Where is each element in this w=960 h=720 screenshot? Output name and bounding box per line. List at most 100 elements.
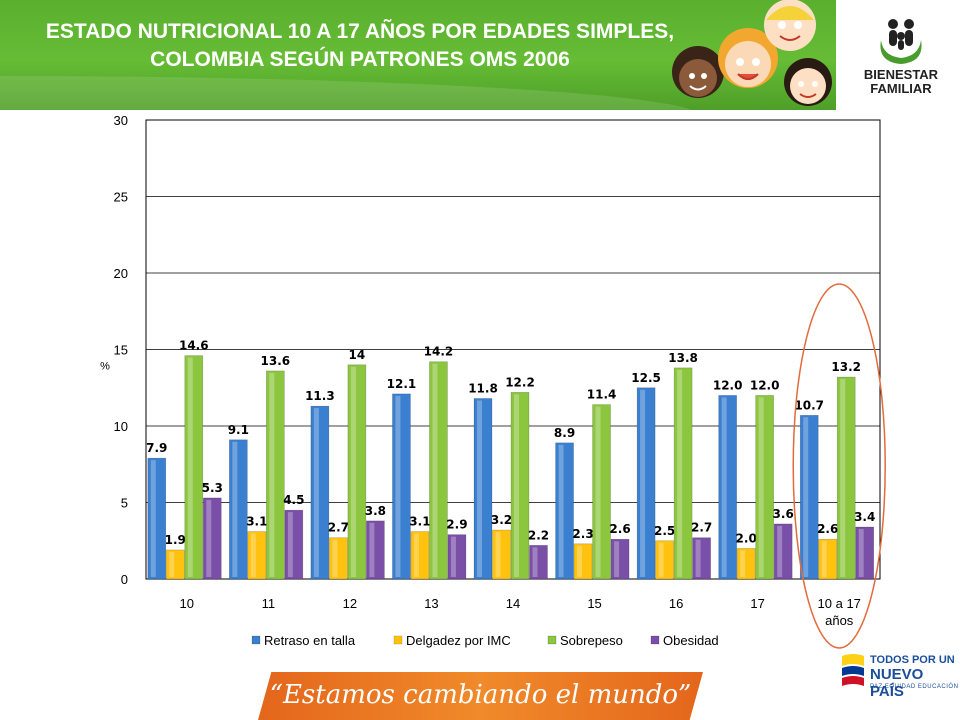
bar-shine [658,542,664,577]
bar-chart: 0 5 10 15 20 25 30% 7.9 1.9 14.6 5.3 10 9.1 3.1 13.6 4.… [100,113,886,649]
bar-shine [413,533,419,577]
data-label: 4.5 [283,493,304,507]
bar [202,497,222,580]
data-label: 14.2 [424,345,454,359]
bar [773,523,793,580]
highlight-ellipse [792,283,886,649]
bienestar-familiar-logo: BIENESTAR FAMILIAR [836,0,960,115]
bar [855,526,875,580]
bar [266,370,285,580]
data-label: 11.8 [468,381,498,395]
data-label: 12.0 [750,378,780,392]
data-label: 1.9 [165,533,186,547]
data-label: 2.7 [691,521,712,535]
bar [755,395,774,580]
y-tick-label: 15 [114,343,128,358]
bar [799,414,819,580]
y-tick-label: 10 [114,419,128,434]
bar [184,355,204,580]
page-title: ESTADO NUTRICIONAL 10 A 17 AÑOS POR EDAD… [0,18,720,74]
bar [447,534,467,580]
data-label: 2.6 [817,522,838,536]
data-label: 12.1 [387,377,417,391]
x-tick-label: años [825,613,854,628]
legend-swatch [251,635,261,645]
bar-shine [614,541,620,577]
legend-label: Retraso en talla [264,633,356,648]
bar-shine [821,541,827,577]
bar [555,442,574,580]
family-icon [880,19,922,64]
bar-shine [187,357,193,577]
x-tick-label: 16 [669,596,683,611]
logo-line-1: BIENESTAR [863,67,939,82]
todos-por-un-nuevo-pais-logo: TODOS POR UN NUEVO PAÍS PAZ EQUIDAD EDUC… [836,646,960,700]
data-label: 2.3 [572,527,593,541]
data-label: 8.9 [554,426,575,440]
header-banner: ESTADO NUTRICIONAL 10 A 17 AÑOS POR EDAD… [0,0,960,116]
data-label: 10.7 [794,398,824,412]
y-tick-label: 20 [114,266,128,281]
bar-shine [777,525,783,577]
bar [147,457,167,580]
bar-shine [740,550,746,577]
data-label: 2.7 [328,521,349,535]
data-label: 14.6 [179,339,209,353]
data-label: 2.0 [736,531,757,545]
x-tick-label: 15 [587,596,601,611]
data-label: 14 [349,348,366,362]
bar [818,538,838,580]
bar-shine [558,444,564,577]
bar-shine [206,499,212,577]
data-label: 3.1 [246,515,267,529]
bar-shine [313,408,319,577]
data-label: 3.4 [854,510,875,524]
brand-line-1: TODOS POR UN [870,654,955,666]
data-label: 3.2 [491,513,512,527]
bar-shine [232,441,238,577]
colombia-flag-icon [842,654,864,686]
data-label: 13.2 [831,360,861,374]
bar-shine [840,379,846,577]
data-label: 11.3 [305,389,335,403]
bar-shine [803,417,809,577]
data-label: 2.9 [446,518,467,532]
bar-shine [332,539,338,577]
bar [247,531,267,580]
x-tick-label: 12 [343,596,357,611]
data-label: 13.8 [668,351,698,365]
bar [836,376,856,580]
bar-shine [169,551,175,577]
bar [492,529,511,580]
x-tick-label: 10 a 17 [818,596,861,611]
bar [592,404,611,580]
bar [392,393,411,580]
bar-shine [269,372,275,577]
x-tick-label: 10 [180,596,194,611]
data-label: 11.4 [587,388,617,402]
x-tick-label: 17 [750,596,764,611]
data-label: 9.1 [228,423,249,437]
data-label: 3.8 [365,504,386,518]
bar [510,392,530,580]
bar-shine [350,366,356,577]
legend-swatch [547,635,557,645]
legend-swatch [393,635,403,645]
legend-label: Obesidad [663,633,719,648]
logo-line-2: FAMILIAR [870,81,932,96]
x-tick-label: 14 [506,596,520,611]
bar [673,367,693,580]
data-label: 13.6 [261,354,291,368]
bar [655,540,674,580]
bar [410,531,430,580]
legend-label: Delgadez por IMC [406,633,511,648]
bar [692,537,711,580]
bar [229,439,248,580]
data-label: 5.3 [202,481,223,495]
brand-line-3: PAZ EQUIDAD EDUCACIÓN [870,684,959,690]
bar [329,537,348,580]
data-label: 12.2 [505,375,535,389]
data-label: 3.1 [409,515,430,529]
bar [736,548,756,580]
data-label: 2.6 [609,522,630,536]
